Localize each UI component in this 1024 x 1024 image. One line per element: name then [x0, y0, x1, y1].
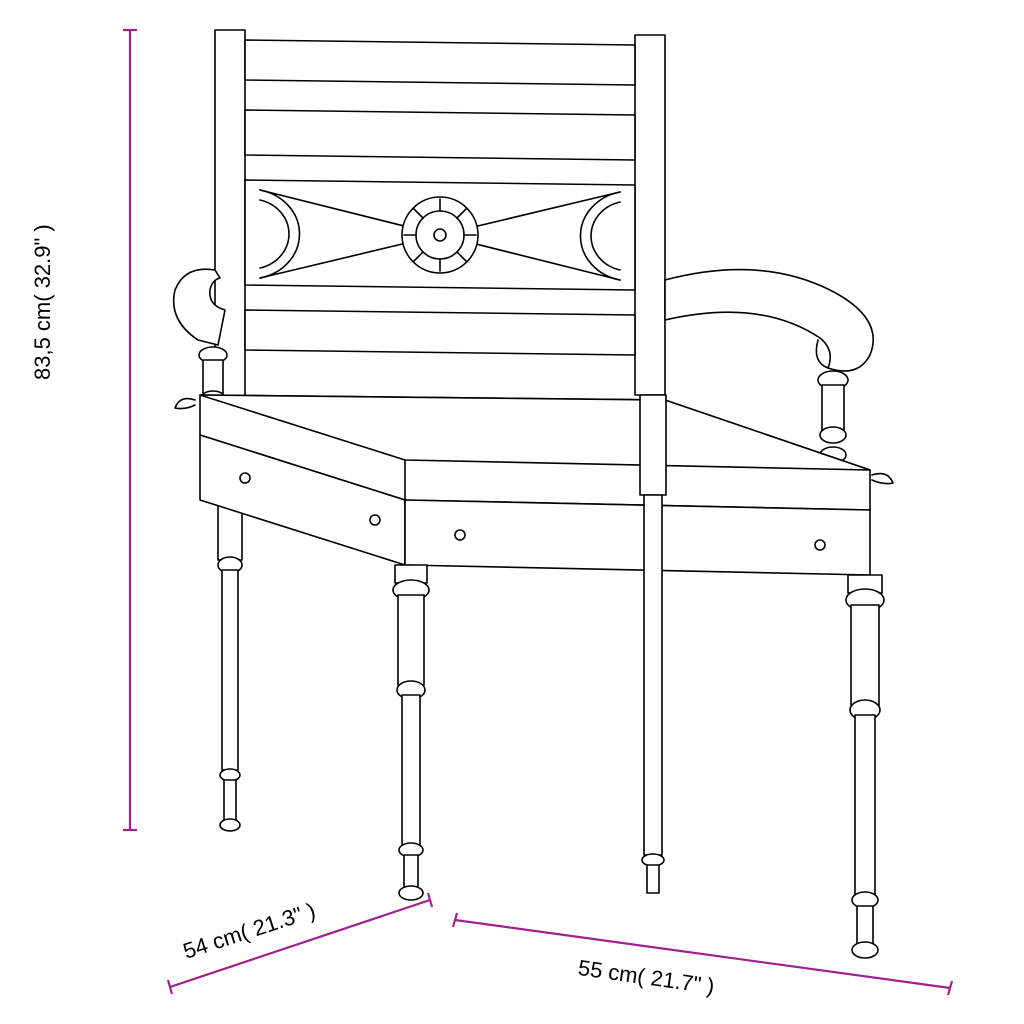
apron-bolt-3	[455, 530, 465, 540]
cushion-tie-right	[872, 474, 893, 484]
back-top-rail	[245, 40, 635, 85]
chair-outline	[174, 30, 893, 958]
back-lower-rail	[245, 310, 635, 355]
apron-bolt-1	[240, 473, 250, 483]
height-label: 83,5 cm( 32.9" )	[30, 224, 56, 380]
back-right-leg	[640, 395, 666, 893]
diagram-container: 83,5 cm( 32.9" ) 54 cm( 21.3" ) 55 cm( 2…	[0, 0, 1024, 1024]
back-second-rail	[245, 110, 635, 160]
apron-bolt-2	[370, 515, 380, 525]
back-right-post	[635, 35, 665, 395]
chair-diagram-svg	[0, 0, 1024, 1024]
back-carved-panel	[245, 180, 635, 290]
apron-bolt-4	[815, 540, 825, 550]
back-right-stile	[635, 35, 665, 395]
front-right-leg	[846, 575, 884, 958]
cushion-tie-left	[175, 399, 195, 409]
front-left-leg	[393, 565, 429, 900]
